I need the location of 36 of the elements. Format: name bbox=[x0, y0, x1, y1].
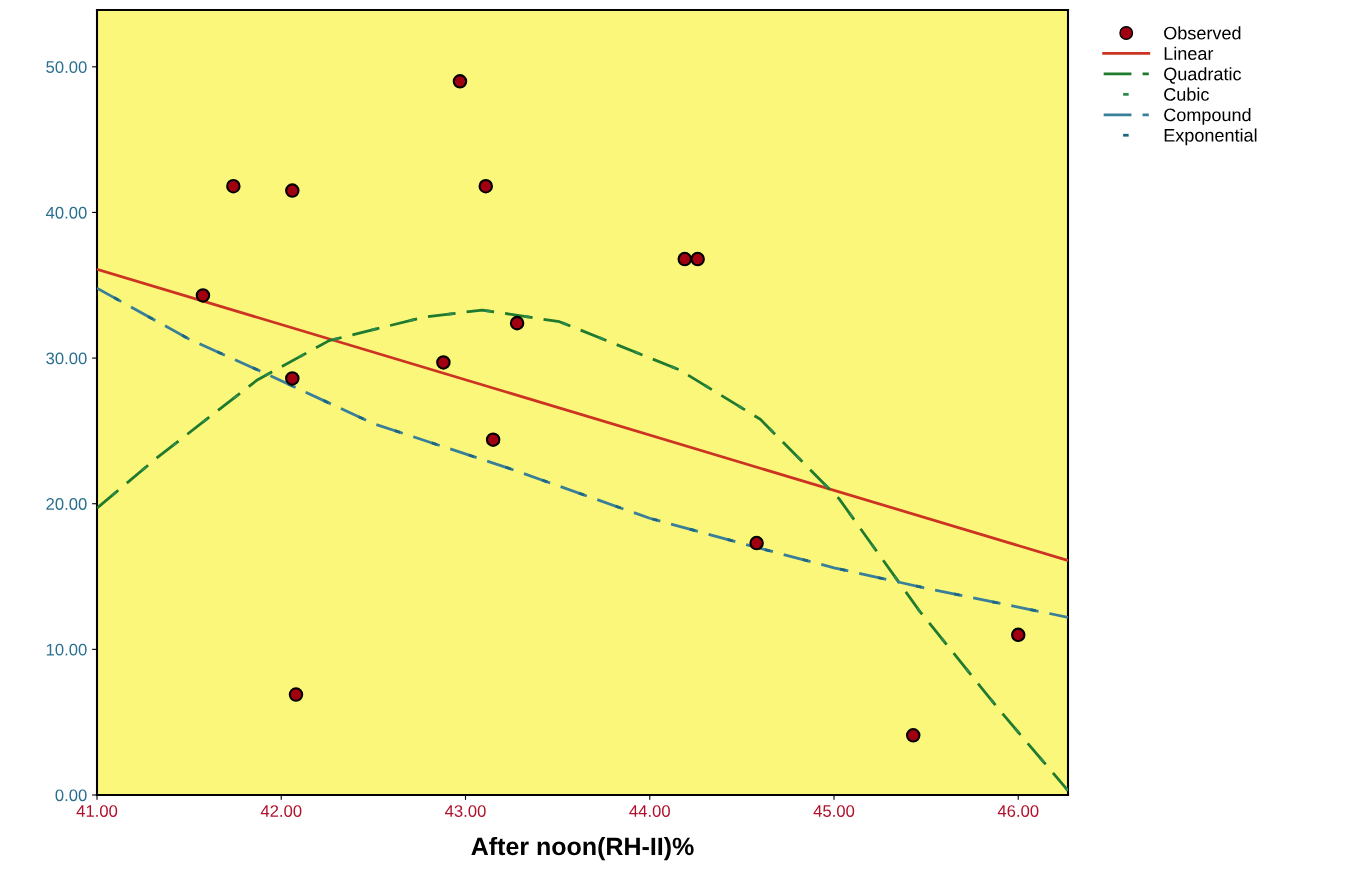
x-tick-label: 46.00 bbox=[997, 805, 1039, 817]
point bbox=[677, 251, 693, 267]
point bbox=[485, 432, 501, 447]
x-tick-label: 41.00 bbox=[76, 805, 118, 817]
point bbox=[749, 535, 764, 551]
y-tick-label: 30.00 bbox=[46, 352, 87, 365]
point bbox=[226, 178, 241, 194]
y-tick-label: 40.00 bbox=[45, 206, 87, 219]
point bbox=[288, 687, 304, 702]
y-tick-label: 20.00 bbox=[46, 498, 87, 510]
y-tick-label: 10.00 bbox=[46, 643, 87, 656]
legend-label: Cubic bbox=[1164, 87, 1209, 101]
y-tick-label: 0.00 bbox=[55, 789, 87, 802]
point bbox=[905, 728, 921, 743]
point bbox=[452, 74, 468, 89]
line-series bbox=[97, 308, 1068, 793]
point bbox=[690, 251, 705, 267]
point bbox=[436, 355, 451, 370]
legend-label: Compound bbox=[1164, 108, 1251, 125]
legend-label: Quadratic bbox=[1164, 67, 1242, 84]
point bbox=[509, 315, 525, 331]
point bbox=[285, 371, 300, 386]
point bbox=[1011, 627, 1026, 643]
legend-label: Exponential bbox=[1164, 128, 1257, 146]
x-axis-title: After noon(RH-II)% bbox=[471, 836, 694, 861]
point bbox=[285, 183, 300, 198]
x-tick-label: 45.00 bbox=[813, 805, 855, 817]
y-tick-label: 50.00 bbox=[46, 61, 87, 73]
line-series bbox=[97, 286, 1068, 619]
legend-label: Observed bbox=[1164, 26, 1241, 40]
point bbox=[195, 288, 211, 303]
point bbox=[478, 178, 494, 194]
x-tick-label: 44.00 bbox=[629, 805, 670, 817]
x-tick-label: 43.00 bbox=[445, 805, 486, 817]
legend-label: Linear bbox=[1164, 46, 1214, 60]
x-tick-label: 42.00 bbox=[260, 805, 302, 817]
